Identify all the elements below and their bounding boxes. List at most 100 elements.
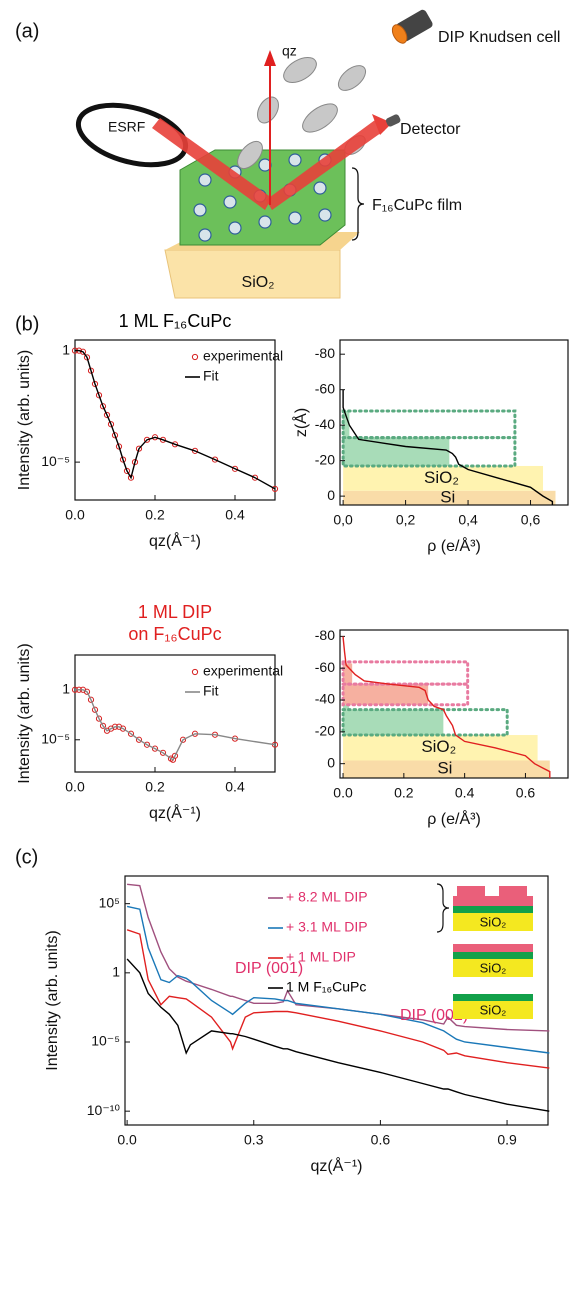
x-tick-label: 0.2 [394,785,414,801]
y-tick-label: 1 [112,964,120,980]
x-tick-label: 0,6 [521,512,541,528]
data-point [99,722,107,729]
data-line [342,389,554,505]
qz-arrow-head [264,50,276,66]
plot-frame [74,654,276,773]
x-tick-label: 0.4 [455,785,475,801]
y-tick-label: 10⁻⁵ [91,1033,120,1049]
data-line [75,349,276,490]
source-label: ESRF [108,119,145,135]
data-point [111,432,119,439]
chart: 0.0 0.2 0.4 1 10⁻⁵ experimental Fit 1 ML F₁₆CuP… [15,311,283,550]
layer-label: SiO₂ [421,737,456,756]
x-tick-label: 0.6 [516,785,536,801]
y-axis-title: Intensity (arb. units) [16,350,33,491]
data-point [91,380,99,388]
inset-dip [453,944,533,952]
x-tick-label: 0,4 [458,512,478,528]
layer-label: Si [437,759,452,778]
data-point [119,725,127,732]
dip-molecules [237,57,367,170]
data-line [126,929,550,1069]
x-tick-label: 0.0 [117,1132,137,1148]
data-point [95,392,103,399]
layer-region [343,709,444,736]
data-point [151,434,159,441]
data-point [179,736,187,743]
y-tick-label: -60 [315,380,335,396]
beam-head [372,114,392,135]
inset-dip [453,896,533,906]
inset-label: SiO₂ [480,914,507,929]
data-point [115,443,123,450]
y-tick-label: -20 [315,723,335,739]
plot-frame [74,339,276,501]
data-point [127,730,135,737]
inset-substrate [453,959,533,977]
data-line [75,689,276,761]
inset-film [453,906,533,913]
y-axis-title: Intensity (arb. units) [16,643,33,784]
legend-label: experimental [203,348,283,364]
plot-frame [339,339,569,506]
layer-region [343,465,544,491]
layer-label: Si [440,487,455,506]
panel-a: (a) qz DIP Knudsen cell ES [15,9,560,299]
x-axis-title: qz(Å⁻¹) [149,531,201,550]
cell-label: DIP Knudsen cell [438,29,560,46]
y-tick-label: 0 [327,754,335,770]
y-axis-title: z(Å) [291,408,310,437]
chart: Si SiO₂ 0.0 0.2 0.4 0.6 -80 -60 -40 -20 0 ρ (e/Å³) [315,627,569,828]
data-point [87,696,95,703]
panel-label: (a) [15,20,39,42]
knudsen-cell [391,9,433,44]
y-tick-label: -20 [315,451,335,467]
detector-label: Detector [400,121,461,138]
data-point [83,354,91,361]
data-point [103,411,111,419]
data-point [135,445,143,452]
data-point [159,436,167,443]
x-tick-label: 0,0 [333,512,353,528]
annotation: DIP (002) [400,1007,468,1024]
data-point [79,348,87,355]
data-point [87,367,95,374]
annotation: DIP (001) [235,960,303,977]
data-point [251,474,259,481]
reflected-beam [266,120,385,210]
legend-label: + 3.1 ML DIP [286,919,368,935]
data-point [91,706,99,713]
x-tick-label: 0,2 [396,512,416,528]
layer-region [343,704,350,710]
x-tick-label: 0.4 [225,779,245,795]
legend-label: + 8.2 ML DIP [286,889,368,905]
data-point [143,741,151,748]
inset-label: SiO₂ [480,960,507,975]
inset-film [453,952,533,959]
y-tick-label: 10⁵ [99,894,120,910]
layer-label: SiO₂ [424,468,459,487]
x-axis-title: qz(Å⁻¹) [149,803,201,822]
incident-beam [152,118,272,210]
x-tick-label: 0.0 [65,779,85,795]
x-axis-title: ρ (e/Å³) [427,536,481,555]
x-tick-label: 0.0 [65,507,85,523]
inset-label: SiO₂ [480,1002,507,1017]
layer-region [343,410,350,438]
y-tick-label: -80 [315,627,335,643]
layer-region [341,409,517,440]
layer-region [343,760,550,778]
legend-marker [191,353,199,361]
plot-frame [339,629,569,779]
data-point [271,485,279,492]
chart: 0.0 0.2 0.4 1 10⁻⁵ experimental Fit 1 ML DIPon … [16,602,283,822]
layer-region [343,735,538,761]
x-tick-label: 0.3 [244,1132,264,1148]
layer-region [341,436,517,468]
data-point [171,752,179,759]
panel-label: (b) [15,313,39,335]
data-point [123,467,131,475]
data-point [83,688,91,695]
legend-label: experimental [203,663,283,679]
layer-region [341,660,470,686]
